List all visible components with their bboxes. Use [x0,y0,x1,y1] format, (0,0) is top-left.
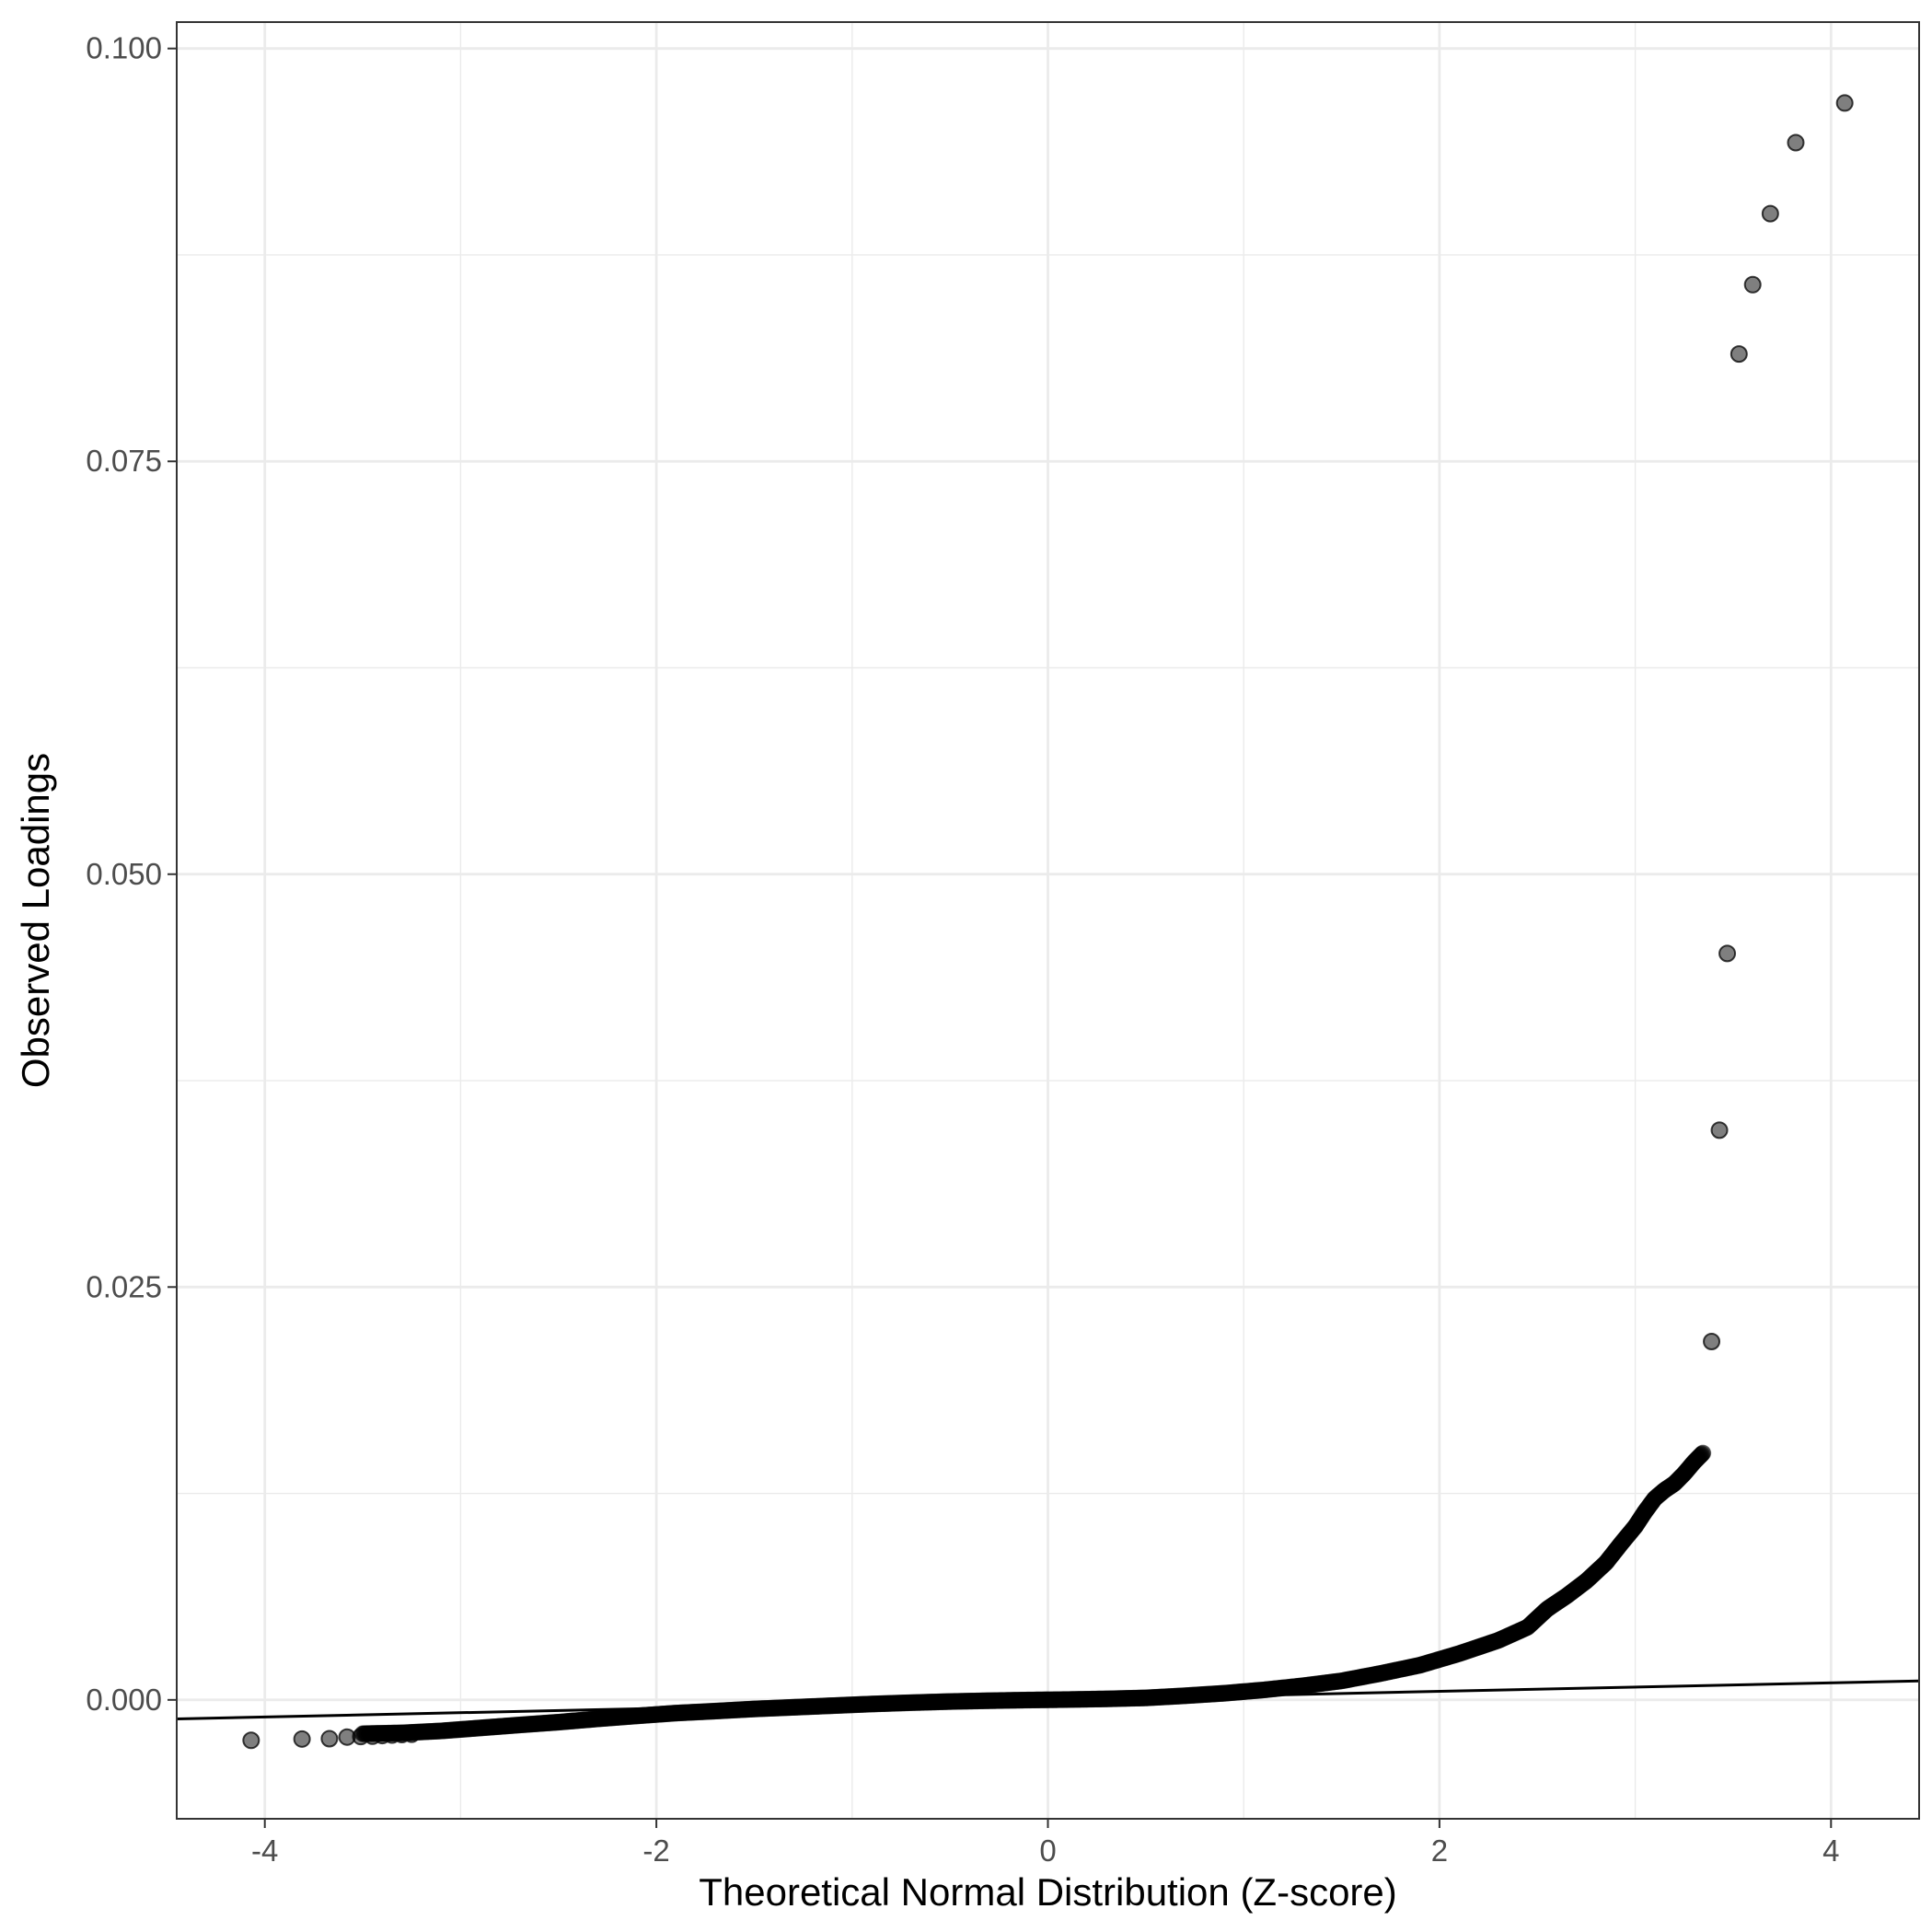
x-axis: -4 -2 0 2 4 [251,1819,1839,1868]
x-tick-label: -4 [251,1834,278,1868]
y-tick-label: 0.000 [86,1683,162,1717]
major-gridlines [177,22,1919,1819]
x-tick-label: 0 [1039,1834,1056,1868]
x-tick-label: 2 [1431,1834,1448,1868]
reference-line-path [177,1679,1919,1720]
bulk-points [353,1444,1712,1742]
data-points [242,94,1854,1750]
data-point [1730,345,1748,364]
data-point [1703,1333,1721,1350]
y-tick-label: 0.100 [86,31,162,65]
data-point [1710,1121,1729,1140]
x-axis-title: Theoretical Normal Distribution (Z-score… [699,1870,1397,1914]
x-tick-label: -2 [642,1834,669,1868]
data-point [1787,133,1805,152]
y-tick-label: 0.075 [86,444,162,478]
data-point [1718,944,1737,963]
y-axis-title: Observed Loadings [14,753,57,1088]
y-tick-label: 0.025 [86,1269,162,1303]
data-point [1761,204,1779,223]
x-tick-label: 4 [1822,1834,1839,1868]
y-axis: 0.000 0.025 0.050 0.075 0.100 [86,31,177,1717]
bulk-point [1694,1444,1712,1462]
data-point [402,1725,421,1743]
data-point [320,1730,339,1748]
data-point [1743,275,1762,294]
data-point [1835,94,1854,112]
data-point [242,1731,260,1750]
data-point [293,1730,311,1748]
y-tick-label: 0.050 [86,857,162,891]
reference-line [177,1679,1919,1720]
